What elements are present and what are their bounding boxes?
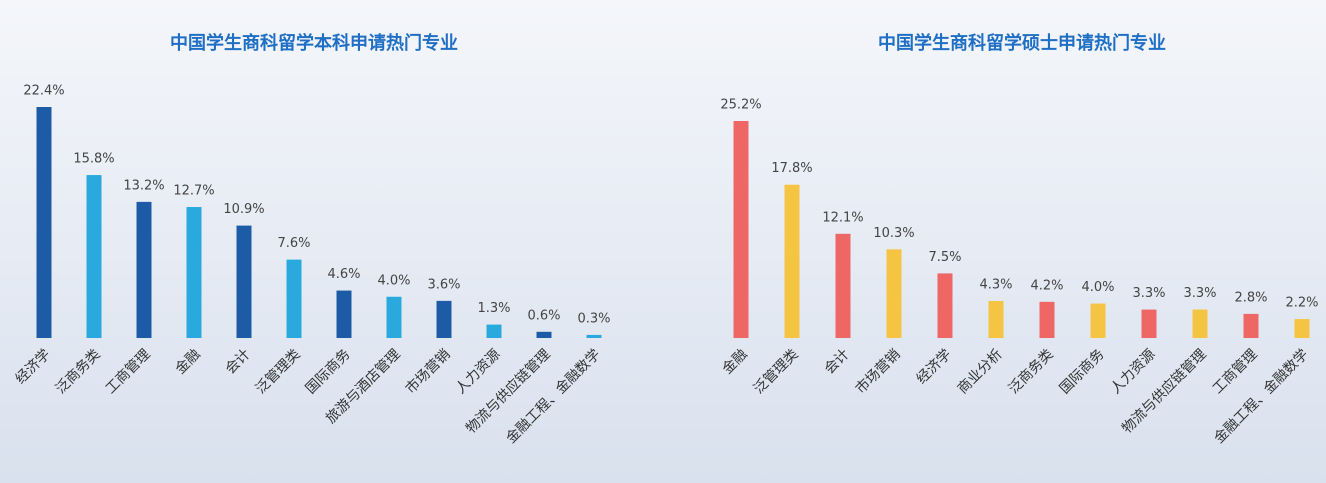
bar	[1141, 309, 1157, 338]
bar	[536, 331, 552, 338]
bar	[236, 225, 252, 338]
bar	[386, 296, 402, 338]
bar	[835, 233, 851, 338]
value-label: 4.0%	[377, 273, 410, 288]
value-label: 12.1%	[822, 210, 863, 225]
value-label: 13.2%	[123, 178, 164, 193]
chart-title: 中国学生商科留学本科申请热门专业	[170, 32, 458, 54]
bar	[733, 121, 749, 338]
value-label: 17.8%	[771, 161, 812, 176]
value-label: 15.8%	[73, 152, 114, 167]
bar	[86, 175, 102, 338]
value-label: 4.0%	[1081, 280, 1114, 295]
value-label: 3.3%	[1132, 286, 1165, 301]
bar	[784, 184, 800, 338]
value-label: 0.3%	[577, 311, 610, 326]
value-label: 10.9%	[223, 202, 264, 217]
bar	[1090, 303, 1106, 338]
bar	[286, 259, 302, 338]
value-label: 7.5%	[928, 250, 961, 265]
bar	[937, 273, 953, 338]
value-label: 22.4%	[23, 84, 64, 99]
bar	[1039, 301, 1055, 338]
bar	[1294, 319, 1310, 338]
bar	[1192, 309, 1208, 338]
value-label: 4.2%	[1030, 278, 1063, 293]
bar	[186, 207, 202, 338]
bar	[1243, 313, 1259, 338]
bar	[336, 290, 352, 338]
value-label: 2.2%	[1285, 296, 1318, 311]
bar	[586, 334, 602, 338]
bar	[436, 300, 452, 338]
value-label: 3.3%	[1183, 286, 1216, 301]
value-label: 4.6%	[327, 267, 360, 282]
bar	[136, 201, 152, 338]
value-label: 12.7%	[173, 184, 214, 199]
bar	[886, 249, 902, 338]
value-label: 0.6%	[527, 308, 560, 323]
value-label: 4.3%	[979, 277, 1012, 292]
value-label: 10.3%	[873, 226, 914, 241]
value-label: 3.6%	[427, 277, 460, 292]
value-label: 25.2%	[720, 98, 761, 113]
bar	[988, 300, 1004, 338]
bar	[486, 324, 502, 338]
bar	[36, 107, 52, 338]
value-label: 2.8%	[1234, 290, 1267, 305]
value-label: 7.6%	[277, 236, 310, 251]
value-label: 1.3%	[477, 301, 510, 316]
chart-title: 中国学生商科留学硕士申请热门专业	[878, 32, 1166, 54]
